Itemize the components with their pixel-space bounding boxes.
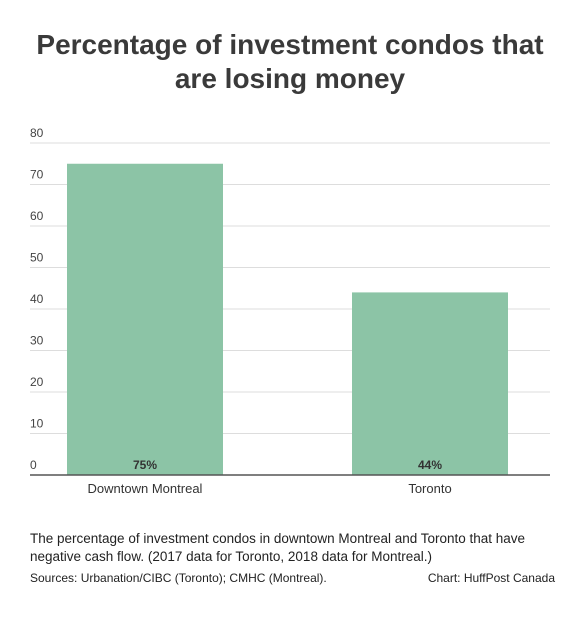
y-tick-label-60: 60 (30, 209, 44, 223)
y-tick-label-50: 50 (30, 251, 44, 265)
bar-value-label-0: 75% (133, 458, 157, 472)
chart-caption: The percentage of investment condos in d… (30, 531, 526, 564)
sources-note: Sources: Urbanation/CIBC (Toronto); CMHC… (30, 571, 327, 585)
bar-1 (352, 292, 508, 475)
bar-0 (67, 163, 223, 475)
chart-title-line-2: are losing money (174, 63, 406, 94)
chart-title-line-1: Percentage of investment condos that (36, 29, 544, 60)
bar-value-label-1: 44% (418, 458, 442, 472)
x-tick-label-0: Downtown Montreal (88, 481, 203, 496)
y-tick-label-30: 30 (30, 334, 44, 348)
y-tick-label-0: 0 (30, 458, 37, 472)
y-tick-label-70: 70 (30, 168, 44, 182)
y-tick-label-80: 80 (30, 126, 44, 140)
x-tick-label-1: Toronto (408, 481, 451, 496)
y-tick-label-20: 20 (30, 375, 44, 389)
chart-title: Percentage of investment condos that are… (0, 28, 580, 96)
chart-credit: Chart: HuffPost Canada (427, 571, 555, 585)
y-tick-label-40: 40 (30, 292, 44, 306)
chart-footer: Sources: Urbanation/CIBC (Toronto); CMHC… (30, 571, 555, 585)
y-tick-label-10: 10 (30, 417, 44, 431)
